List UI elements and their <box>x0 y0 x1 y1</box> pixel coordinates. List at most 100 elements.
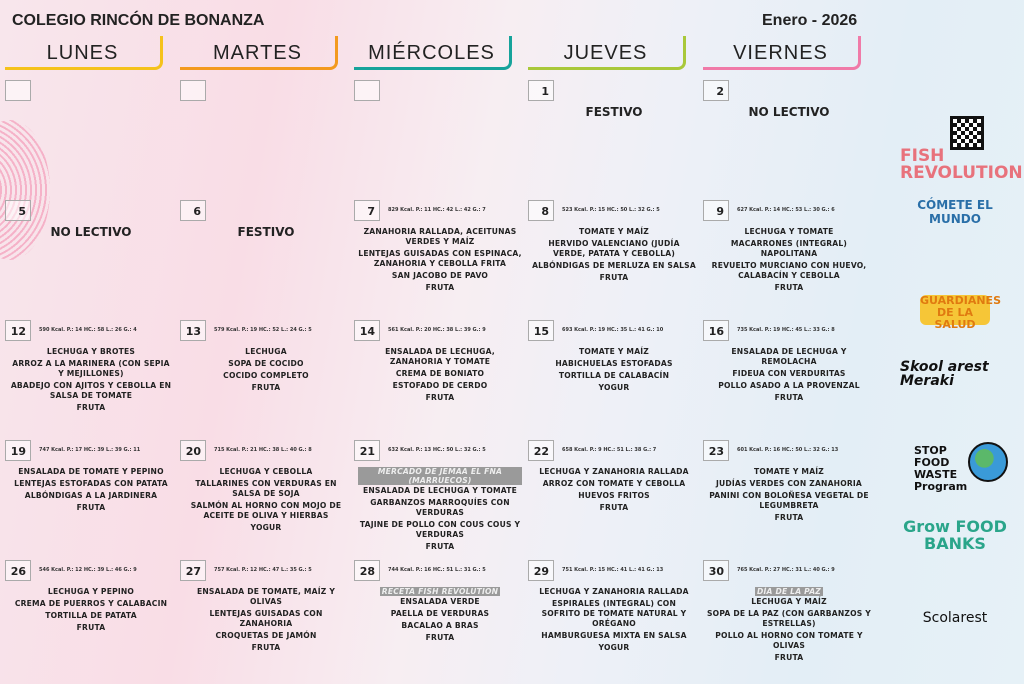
dish-item: TORTILLA DE CALABACÍN <box>558 371 670 380</box>
dish-item: YOGUR <box>250 523 282 532</box>
dish-list: LECHUGA SOPA DE COCIDO COCIDO COMPLETO FRUT… <box>180 347 352 395</box>
dish-item: JUDÍAS VERDES CON ZANAHORIA <box>715 479 863 488</box>
comete-el-mundo-logo: CÓMETE EL MUNDO <box>917 198 993 226</box>
day-cell: 22 658 Kcal. P.: 9 HC.: 51 L.: 38 G.: 7 LE… <box>528 440 700 558</box>
day-cell: 20 715 Kcal. P.: 21 HC.: 38 L.: 40 G.: 8 L… <box>180 440 352 558</box>
day-number: 1 <box>528 80 554 101</box>
dish-item: LECHUGA Y TOMATE <box>744 227 834 236</box>
day-number: 20 <box>180 440 206 461</box>
day-number: 26 <box>5 560 31 581</box>
day-number: 22 <box>528 440 554 461</box>
dish-item: CREMA DE BONIATO <box>395 369 485 378</box>
nutrition-info: 658 Kcal. P.: 9 HC.: 51 L.: 38 G.: 7 <box>562 447 657 453</box>
dish-item: HERVIDO VALENCIANO (JUDÍA VERDE, PATATA … <box>548 239 680 258</box>
dish-item: ARROZ A LA MARINERA (CON SEPIA Y MEJILLO… <box>12 359 170 378</box>
weekday-header-4: JUEVES <box>528 36 686 70</box>
dish-item: HUEVOS FRITOS <box>578 491 650 500</box>
dish-item: LECHUGA Y CEBOLLA <box>219 467 313 476</box>
nutrition-info: 632 Kcal. P.: 13 HC.: 50 L.: 32 G.: 5 <box>388 447 486 453</box>
day-number: 23 <box>703 440 729 461</box>
dish-list: TOMATE Y MAÍZ HERVIDO VALENCIANO (JUDÍA V… <box>528 227 700 285</box>
dish-item: ZANAHORIA RALLADA, ACEITUNAS VERDES Y MA… <box>363 227 517 246</box>
dish-item: LENTEJAS GUISADAS CON ESPINACA, ZANAHORI… <box>358 249 522 268</box>
theme-day-badge: RECETA FISH REVOLUTION <box>379 587 501 596</box>
day-number <box>5 80 31 101</box>
day-status-label: FESTIVO <box>585 105 643 119</box>
nutrition-info: 627 Kcal. P.: 14 HC.: 53 L.: 30 G.: 6 <box>737 207 835 213</box>
day-number: 7 <box>354 200 380 221</box>
dish-item: ESPIRALES (INTEGRAL) CON SOFRITO DE TOMA… <box>541 599 687 628</box>
nutrition-info: 829 Kcal. P.: 11 HC.: 42 L.: 42 G.: 7 <box>388 207 486 213</box>
dish-item: TOMATE Y MAÍZ <box>579 227 649 236</box>
theme-day-badge: MERCADO DE JEMAA EL FNA (MARRUECOS) <box>358 467 522 485</box>
dish-item: REVUELTO MURCIANO CON HUEVO, CALABACÍN Y… <box>711 261 867 280</box>
dish-item: FRUTA <box>76 403 106 412</box>
dish-item: FRUTA <box>251 383 281 392</box>
dish-item: ENSALADA DE LECHUGA Y TOMATE <box>362 486 518 495</box>
dish-item: ENSALADA DE TOMATE, MAÍZ Y OLIVAS <box>196 587 336 606</box>
dish-item: LECHUGA Y PEPINO <box>47 587 135 596</box>
theme-day-badge: DÍA DE LA PAZ <box>755 587 823 596</box>
day-cell: 12 590 Kcal. P.: 14 HC.: 58 L.: 26 G.: 4 L… <box>5 320 177 438</box>
dish-item: PAELLA DE VERDURAS <box>390 609 490 618</box>
day-number: 21 <box>354 440 380 461</box>
dish-item: CREMA DE PUERROS Y CALABACIN <box>14 599 168 608</box>
weekday-header-1: LUNES <box>5 36 163 70</box>
day-number: 5 <box>5 200 31 221</box>
dish-item: PANINI CON BOLOÑESA VEGETAL DE LEGUMBRET… <box>709 491 869 510</box>
day-number: 9 <box>703 200 729 221</box>
day-number: 2 <box>703 80 729 101</box>
stop-food-waste-logo: STOP FOOD WASTE Program <box>914 444 968 493</box>
dish-item: HAMBURGUESA MIXTA EN SALSA <box>541 631 687 640</box>
day-number: 29 <box>528 560 554 581</box>
dish-item: ENSALADA DE TOMATE Y PEPINO <box>18 467 164 476</box>
weekday-header-2: MARTES <box>180 36 338 70</box>
day-number: 14 <box>354 320 380 341</box>
day-cell: 9 627 Kcal. P.: 14 HC.: 53 L.: 30 G.: 6 LE… <box>703 200 875 318</box>
dish-list: ZANAHORIA RALLADA, ACEITUNAS VERDES Y MA… <box>354 227 526 295</box>
dish-item: FRUTA <box>76 503 106 512</box>
dish-item: GARBANZOS MARROQUÍES CON VERDURAS <box>370 498 510 517</box>
day-number: 12 <box>5 320 31 341</box>
day-cell: 23 601 Kcal. P.: 16 HC.: 50 L.: 32 G.: 13… <box>703 440 875 558</box>
dish-item: TOMATE Y MAÍZ <box>754 467 824 476</box>
nutrition-info: 747 Kcal. P.: 17 HC.: 39 L.: 39 G.: 11 <box>39 447 141 453</box>
dish-item: SOPA DE LA PAZ (CON GARBANZOS Y ESTRELLA… <box>707 609 871 628</box>
dish-list: RECETA FISH REVOLUTION ENSALADA VERDE PAEL… <box>354 587 526 645</box>
grow-food-banks-logo: Grow FOOD BANKS <box>903 517 1007 553</box>
dish-item: SOPA DE COCIDO <box>228 359 304 368</box>
scolarest-logo: Scolarest <box>922 610 988 626</box>
dish-item: FRUTA <box>251 643 281 652</box>
dish-item: COCIDO COMPLETO <box>223 371 309 380</box>
dish-item: HABICHUELAS ESTOFADAS <box>555 359 673 368</box>
dish-list: ENSALADA DE LECHUGA, ZANAHORIA Y TOMATE C… <box>354 347 526 405</box>
dish-item: FRUTA <box>425 283 455 292</box>
school-name: COLEGIO RINCÓN DE BONANZA <box>12 12 265 29</box>
nutrition-info: 744 Kcal. P.: 16 HC.: 51 L.: 31 G.: 5 <box>388 567 486 573</box>
dish-list: TOMATE Y MAÍZ JUDÍAS VERDES CON ZANAHORIA… <box>703 467 875 525</box>
day-number: 28 <box>354 560 380 581</box>
day-number: 19 <box>5 440 31 461</box>
day-cell: 6 FESTIVO <box>180 200 352 318</box>
fish-revolution-logo: FISH REVOLUTION <box>900 146 1023 183</box>
nutrition-info: 751 Kcal. P.: 15 HC.: 41 L.: 41 G.: 13 <box>562 567 664 573</box>
dish-item: ENSALADA VERDE <box>400 597 480 606</box>
dish-item: FRUTA <box>425 633 455 642</box>
dish-item: FRUTA <box>599 503 629 512</box>
dish-item: LECHUGA Y BROTES <box>46 347 136 356</box>
dish-item: BACALAO A BRAS <box>401 621 479 630</box>
dish-item: FRUTA <box>774 393 804 402</box>
day-cell: 1 FESTIVO <box>528 80 700 198</box>
day-cell: 14 561 Kcal. P.: 20 HC.: 38 L.: 39 G.: 9 E… <box>354 320 526 438</box>
day-cell: 13 579 Kcal. P.: 19 HC.: 52 L.: 24 G.: 5 L… <box>180 320 352 438</box>
guardianes-salud-logo: GUARDIANES DE LA SALUD <box>920 294 1001 331</box>
day-number: 16 <box>703 320 729 341</box>
nutrition-info: 757 Kcal. P.: 12 HC.: 47 L.: 35 G.: 5 <box>214 567 312 573</box>
day-cell: 27 757 Kcal. P.: 12 HC.: 47 L.: 35 G.: 5 E… <box>180 560 352 678</box>
dish-item: LECHUGA Y MAÍZ <box>751 597 827 606</box>
dish-item: LENTEJAS ESTOFADAS CON PATATA <box>14 479 168 488</box>
day-number: 13 <box>180 320 206 341</box>
nutrition-info: 735 Kcal. P.: 19 HC.: 45 L.: 33 G.: 8 <box>737 327 835 333</box>
day-number: 15 <box>528 320 554 341</box>
dish-item: FRUTA <box>774 653 804 662</box>
